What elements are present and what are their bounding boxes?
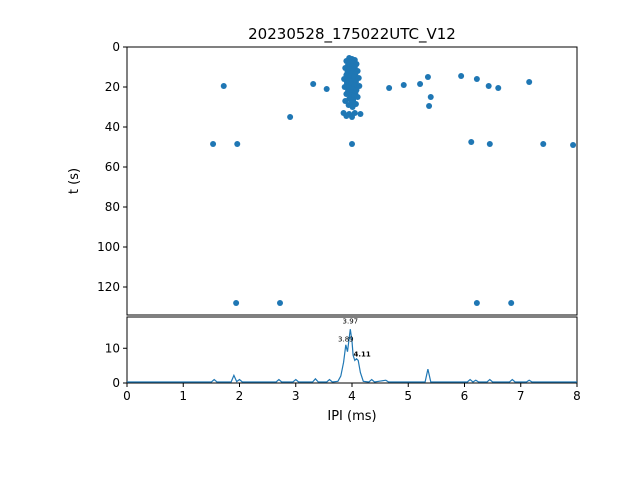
y-axis-label: t (s) — [67, 168, 82, 194]
scatter-point — [458, 73, 465, 79]
y-tick-label: 60 — [105, 160, 120, 174]
scatter-subplot: 0 20 40 60 80 100 120 — [97, 40, 578, 316]
y-tick-label: 10 — [105, 341, 120, 355]
scatter-point — [485, 83, 492, 89]
scatter-point — [342, 98, 349, 104]
x-tick-label: 5 — [404, 389, 412, 403]
scatter-point — [210, 141, 217, 147]
scatter-point — [354, 94, 361, 100]
scatter-point — [310, 81, 317, 87]
scatter-plot-border — [126, 46, 578, 316]
scatter-point — [400, 82, 407, 88]
peak-annotation: 4.11 — [353, 351, 370, 359]
x-tick-label: 3 — [292, 389, 300, 403]
scatter-point — [349, 141, 355, 147]
y-tick-label: 120 — [97, 280, 120, 294]
scatter-point — [277, 300, 283, 306]
chart-title: 20230528_175022UTC_V12 — [248, 25, 456, 44]
y-tick-label: 0 — [112, 40, 120, 54]
x-tick-label: 6 — [461, 389, 469, 403]
scatter-point — [526, 79, 533, 85]
scatter-point — [220, 83, 227, 89]
y-tick-label: 0 — [112, 376, 120, 390]
scatter-point — [386, 85, 393, 91]
scatter-point — [426, 103, 433, 109]
scatter-point — [323, 86, 330, 92]
scatter-point — [427, 94, 434, 100]
peak-annotation: 3.97 — [343, 317, 359, 325]
scatter-point — [349, 114, 355, 120]
histogram-subplot: 0 10 0 1 2 3 4 5 6 7 8 3.97 3.89 4.11 — [105, 316, 581, 403]
scatter-point — [287, 114, 294, 120]
scatter-point — [495, 85, 502, 91]
y-tick-label: 20 — [105, 80, 120, 94]
y-tick-label: 80 — [105, 200, 120, 214]
y-tick-label: 100 — [97, 240, 120, 254]
scatter-point — [233, 300, 240, 306]
scatter-point — [473, 76, 480, 82]
scatter-point — [349, 104, 356, 110]
scatter-point — [357, 111, 364, 117]
scatter-point — [341, 84, 348, 90]
x-tick-label: 4 — [348, 389, 356, 403]
scatter-point — [486, 141, 493, 147]
scatter-point — [424, 74, 431, 80]
x-tick-label: 7 — [517, 389, 525, 403]
x-tick-label: 8 — [573, 389, 581, 403]
x-tick-label: 0 — [123, 389, 131, 403]
peak-annotation: 3.89 — [338, 335, 354, 343]
x-tick-label: 2 — [236, 389, 244, 403]
x-axis-label: IPI (ms) — [327, 409, 376, 424]
scatter-point — [417, 81, 424, 87]
scatter-point — [540, 141, 547, 147]
scatter-point — [468, 139, 475, 145]
scatter-point — [473, 300, 480, 306]
scatter-point — [570, 142, 577, 148]
y-tick-label: 40 — [105, 120, 120, 134]
scatter-point — [508, 300, 515, 306]
scatter-point — [234, 141, 241, 147]
x-tick-label: 1 — [179, 389, 187, 403]
histogram-line — [127, 329, 577, 383]
scatter-point — [343, 113, 350, 119]
